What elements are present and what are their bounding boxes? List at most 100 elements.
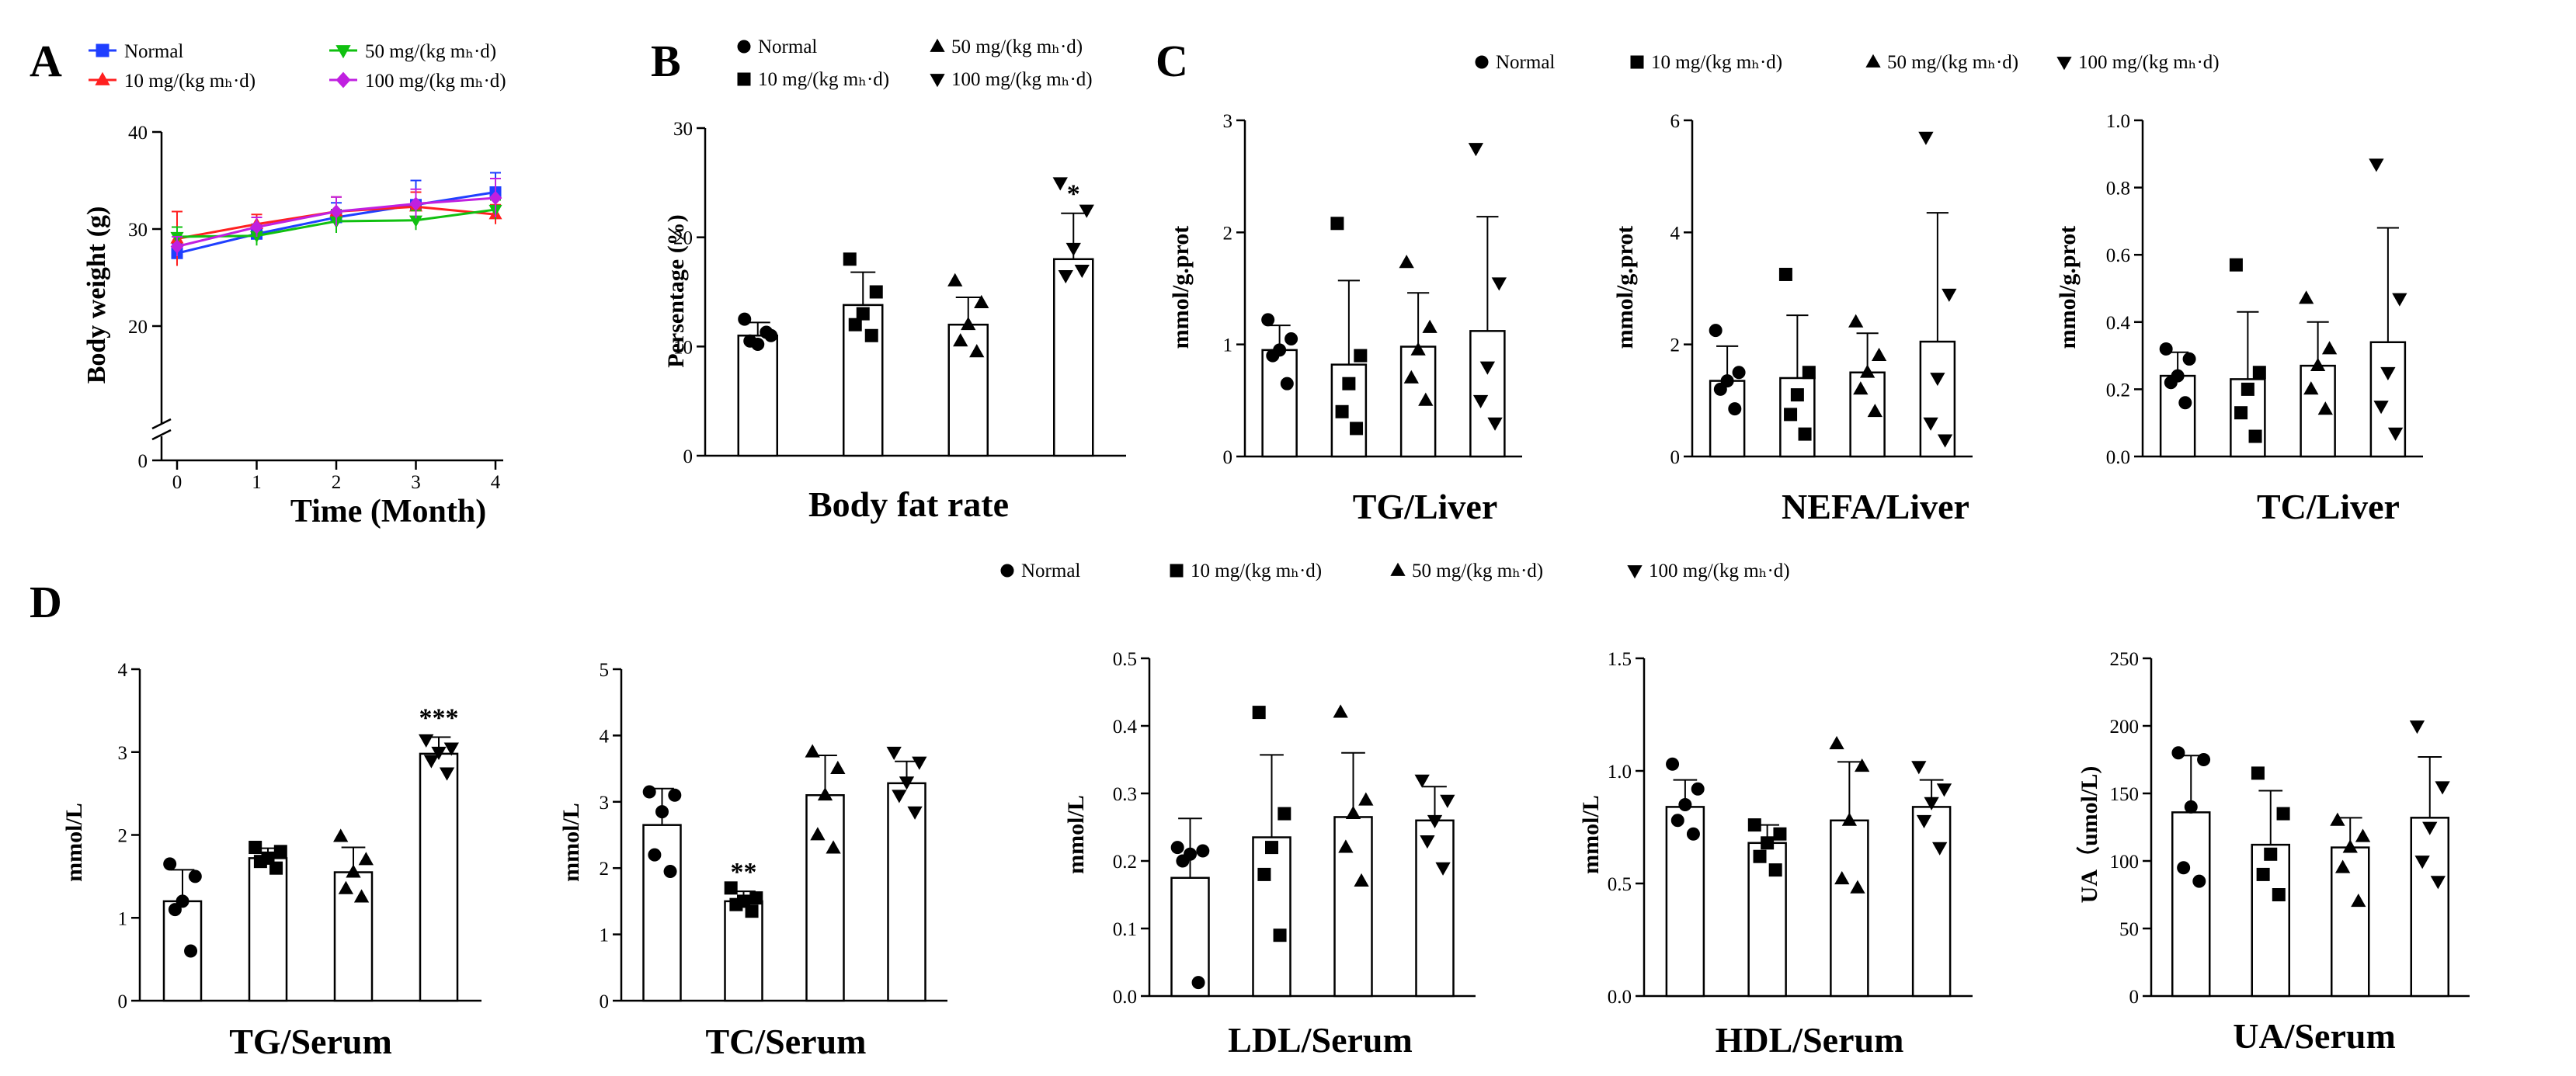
A-xtick-label-4: 4 [491,472,501,493]
C1-x-axis-label: TG/Liver [1353,487,1498,526]
D5-bar-2-point-2 [2342,839,2358,853]
A-series-3-point-3 [409,196,422,211]
D1-bar-3-point-4 [439,767,455,781]
D2-ytick-label-4: 4 [600,726,610,747]
legend-B-marker-0 [737,40,751,54]
D5-ytick-label-2: 100 [2110,852,2140,873]
A-xtick-label-3: 3 [411,472,421,493]
D2-bar-2-point-0 [805,744,820,758]
D5-bar-3-point-3 [2414,856,2430,869]
D3-bar-3-point-1 [1440,794,1455,808]
B-bar-3-significance: * [1067,180,1080,209]
C3-bar-1-point-2 [2241,382,2254,396]
D3-ytick-label-2: 0.2 [1113,852,1137,873]
C3-bar-3-point-1 [2392,293,2407,307]
C1-bar-1-point-1 [1354,349,1368,363]
D4-bar-0-point-0 [1666,757,1680,771]
C3-bar-0-point-4 [2178,396,2192,410]
C-legend-label-0: Normal [1496,52,1555,73]
B-bar-0 [737,335,778,457]
D2-bar-0-point-1 [668,788,682,802]
chart-C3: 0.0 0.2 0.4 0.6 0.8 1.0 TC/Liver mmol/g.prot [2055,111,2423,526]
D4-bar-3-point-1 [1936,783,1952,797]
C2-bar-0-point-0 [1709,324,1723,338]
D1-ytick-label-0: 0 [118,991,128,1012]
C1-bar-0-point-1 [1285,331,1298,345]
chart-D4: 0.0 0.5 1.0 1.5 HDL/Serum mmol/L [1578,649,1973,1060]
C1-bar-0 [1261,349,1298,458]
C1-ytick-label-3: 3 [1223,111,1233,132]
C3-bar-2-point-4 [2317,401,2333,415]
C1-bar-3 [1469,330,1506,458]
D4-bar-2-point-4 [1850,880,1865,894]
C2-bar-0-point-1 [1732,366,1746,380]
legend-B-label-2: 50 mg/(kg mₕ·d) [951,36,1083,57]
D3-ytick-label-1: 0.1 [1113,919,1137,940]
D4-bar-1-point-2 [1761,836,1775,850]
A-series-3-point-0 [170,239,184,254]
D5-bar-1-point-2 [2264,847,2278,861]
D2-bar-2-point-2 [817,787,833,801]
D4-bar-0-point-1 [1691,782,1705,796]
C2-y-axis-label: mmol/g.prot [1612,226,1638,349]
C1-bar-3-point-0 [1468,143,1484,157]
D2-bar-3-point-2 [899,776,915,790]
D2-bar-2-point-1 [830,760,846,774]
chart-C1: C 0 1 2 3 TG/Liver mmol/g.prot [1156,36,1522,526]
C3-bar-2-point-3 [2303,381,2319,395]
D5-bar-1 [2251,843,2290,998]
legend-B-marker-2 [930,38,945,52]
D2-bar-3 [887,782,926,1002]
C2-bar-3-point-3 [1923,417,1938,431]
D5-ytick-label-1: 50 [2119,919,2139,940]
D4-bar-0-point-3 [1670,814,1684,828]
D2-bar-1-point-1 [749,891,763,905]
D1-bar-3-point-0 [419,734,434,748]
D4-bar-1-point-1 [1773,827,1787,841]
C2-ytick-label-0: 0 [1670,447,1681,468]
C1-bar-3-point-1 [1491,277,1507,291]
C3-ytick-label-1: 0.2 [2106,380,2130,401]
C3-ytick-label-0: 0.0 [2106,447,2130,468]
A-legend-label-0: Normal [124,41,183,62]
A-axis-break-mark-1 [151,418,172,430]
C2-x-axis-label: NEFA/Liver [1782,487,1969,526]
D2-bar-1-point-4 [745,904,759,918]
C-legend-marker-0 [1475,55,1489,69]
D3-bar-2-point-3 [1338,839,1354,853]
C2-bar-2-point-2 [1859,364,1876,378]
chart-B: B 0 10 20 30 * Body fat rate Persentage (%) [651,36,1126,524]
B-x-axis-label: Body fat rate [808,484,1009,524]
D5-bar-3 [2410,817,2449,998]
legend-B-label-3: 100 mg/(kg mₕ·d) [951,69,1093,90]
D-legend: Normal 10 mg/(kg mₕ·d) 50 mg/(kg mₕ·d) 100 … [1000,561,1790,581]
C3-bar-3 [2369,341,2407,458]
D1-bar-0-point-0 [163,857,177,871]
D5-ytick-label-5: 250 [2110,649,2140,670]
C3-bar-3-point-0 [2369,158,2384,172]
D4-x-axis-label: HDL/Serum [1716,1020,1904,1060]
D1-bar-3-point-1 [443,742,459,756]
D1-ytick-label-3: 3 [118,743,128,764]
B-bar-0-point-0 [738,312,752,326]
A-xtick-label-0: 0 [172,472,183,493]
D2-bar-3-point-0 [886,746,902,760]
C2-bar-3-point-0 [1918,131,1934,145]
C1-bar-2-point-0 [1399,255,1414,269]
C3-bar-0-point-3 [2164,376,2178,390]
C2-bar-1-point-2 [1790,388,1804,402]
C1-bar-1-point-2 [1342,377,1356,390]
C3-bar-1-point-1 [2252,366,2266,380]
D4-ytick-label-2: 1.0 [1608,762,1632,783]
D4-ytick-label-3: 1.5 [1608,649,1632,670]
C2-bar-1-point-0 [1778,267,1792,281]
D2-bar-1-point-3 [729,897,743,911]
D2-bar-3-point-3 [892,790,907,804]
C2-bar-1-point-1 [1802,366,1816,380]
D4-bar-2-point-1 [1855,758,1870,772]
C3-bar-2-point-2 [2310,357,2326,371]
D1-bar-2-point-4 [353,889,370,903]
D3-bar-2-point-4 [1354,873,1369,887]
D3-bar-0 [1170,876,1210,998]
C2-bar-0-point-4 [1728,402,1742,416]
